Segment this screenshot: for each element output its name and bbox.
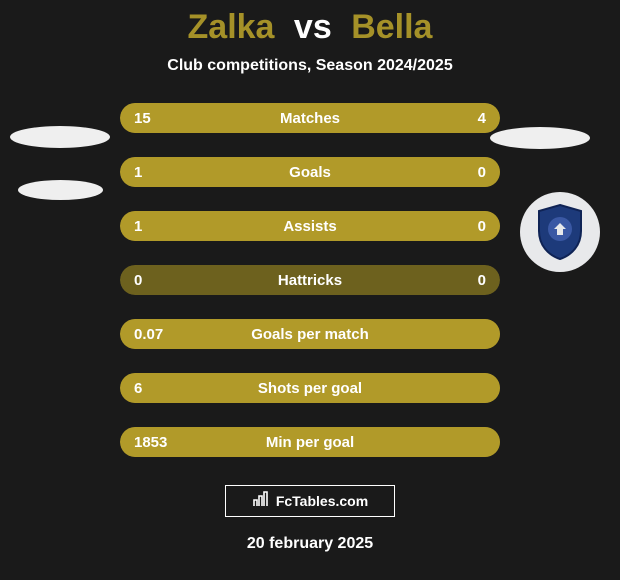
comparison-bars: 15Matches41Goals01Assists00Hattricks00.0…: [0, 103, 620, 457]
bar-metric: Assists: [120, 218, 500, 235]
bar-metric: Min per goal: [120, 434, 500, 451]
brand-name: FcTables.com: [276, 493, 368, 509]
bar-row: 1Assists0: [120, 211, 500, 241]
bar-row: 1Goals0: [120, 157, 500, 187]
title-player1: Zalka: [188, 8, 275, 46]
bar-row: 6Shots per goal: [120, 373, 500, 403]
bar-metric: Goals per match: [120, 326, 500, 343]
bar-value-right: 0: [478, 218, 486, 235]
bar-row: 15Matches4: [120, 103, 500, 133]
chart-icon: [252, 490, 270, 513]
bar-row: 1853Min per goal: [120, 427, 500, 457]
date-text: 20 february 2025: [0, 535, 620, 553]
title: Zalka vs Bella: [0, 0, 620, 47]
bar-metric: Shots per goal: [120, 380, 500, 397]
bar-value-right: 0: [478, 164, 486, 181]
title-vs: vs: [294, 8, 332, 46]
bar-row: 0.07Goals per match: [120, 319, 500, 349]
bar-value-right: 4: [478, 110, 486, 127]
bar-metric: Matches: [120, 110, 500, 127]
brand-box: FcTables.com: [225, 485, 395, 517]
bar-metric: Goals: [120, 164, 500, 181]
bar-metric: Hattricks: [120, 272, 500, 289]
subtitle: Club competitions, Season 2024/2025: [0, 57, 620, 75]
bar-value-right: 0: [478, 272, 486, 289]
bar-row: 0Hattricks0: [120, 265, 500, 295]
title-player2: Bella: [351, 8, 432, 46]
